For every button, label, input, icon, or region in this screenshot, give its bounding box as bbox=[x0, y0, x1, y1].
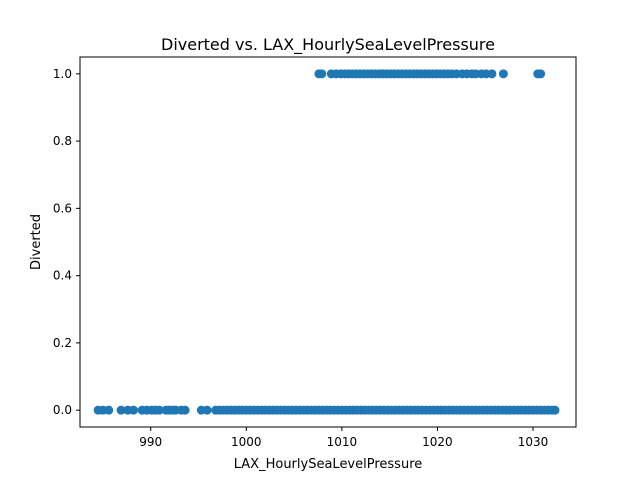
y-axis-label: Diverted bbox=[29, 214, 44, 270]
data-point bbox=[202, 405, 212, 415]
chart-title: Diverted vs. LAX_HourlySeaLevelPressure bbox=[161, 35, 495, 55]
y-tick-label: 0.4 bbox=[53, 269, 72, 283]
data-point bbox=[498, 69, 508, 79]
data-point bbox=[104, 405, 114, 415]
data-point bbox=[154, 405, 164, 415]
x-tick-label: 1020 bbox=[422, 435, 453, 449]
data-points bbox=[93, 69, 560, 415]
data-point bbox=[550, 405, 560, 415]
data-point bbox=[180, 405, 190, 415]
x-axis-label: LAX_HourlySeaLevelPressure bbox=[234, 457, 423, 472]
x-tick-label: 1010 bbox=[327, 435, 358, 449]
y-tick-label: 1.0 bbox=[53, 67, 72, 81]
plot-area bbox=[80, 57, 576, 427]
x-tick-label: 1000 bbox=[231, 435, 262, 449]
y-tick-label: 0.8 bbox=[53, 134, 72, 148]
data-point bbox=[129, 405, 139, 415]
y-tick-label: 0.6 bbox=[53, 201, 72, 215]
x-tick-label: 990 bbox=[139, 435, 162, 449]
x-axis-ticks: 990 1000 1010 1020 1030 bbox=[139, 427, 548, 449]
x-tick-label: 1030 bbox=[518, 435, 549, 449]
y-tick-label: 0.2 bbox=[53, 336, 72, 350]
y-axis-ticks: 0.0 0.2 0.4 0.6 0.8 1.0 bbox=[53, 67, 80, 417]
data-point bbox=[116, 405, 126, 415]
data-point bbox=[487, 69, 497, 79]
data-point bbox=[536, 69, 546, 79]
y-tick-label: 0.0 bbox=[53, 403, 72, 417]
data-point bbox=[317, 69, 327, 79]
plot-frame bbox=[79, 56, 577, 428]
